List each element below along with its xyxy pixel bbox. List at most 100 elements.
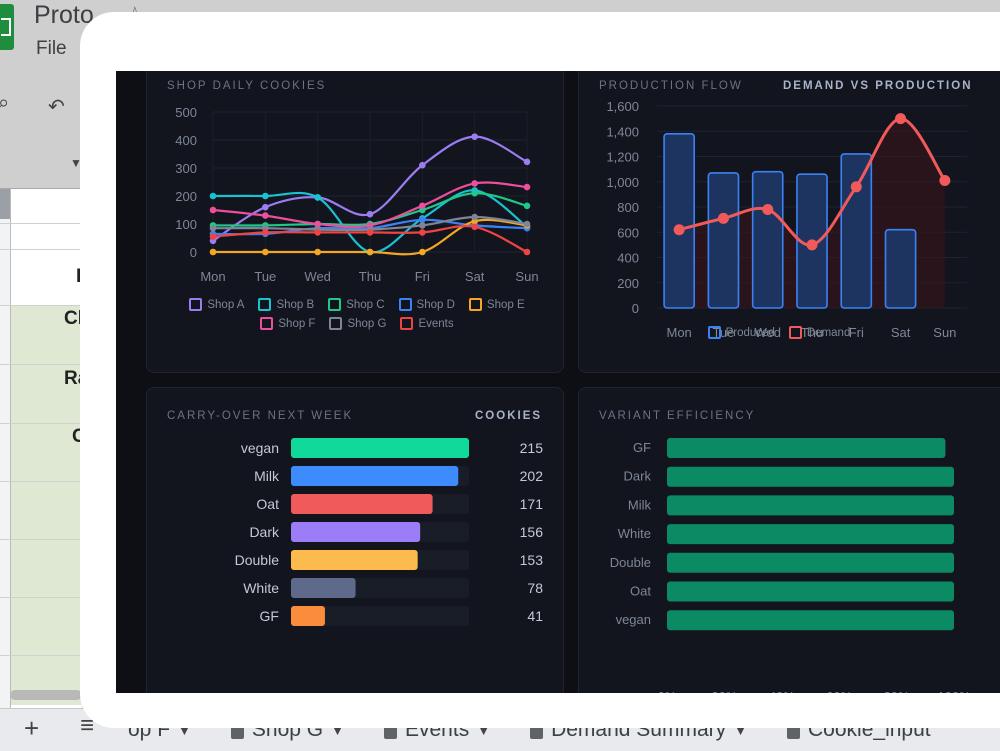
y-tick-label: 1,200: [606, 150, 639, 165]
data-point: [471, 180, 478, 187]
sheet-grid[interactable]: [0, 188, 82, 709]
menu-file[interactable]: File: [36, 38, 67, 59]
legend-item[interactable]: Demand: [788, 326, 850, 339]
category-label: vegan: [241, 440, 279, 456]
y-tick-label: 0: [190, 245, 197, 260]
legend-label: Shop F: [278, 317, 316, 330]
add-sheet-icon[interactable]: +: [24, 713, 40, 743]
x-tick-label: Fri: [415, 269, 430, 284]
grid-line: [0, 305, 82, 306]
value-label: 215: [520, 440, 544, 456]
produced-bar: [707, 172, 740, 309]
data-point: [209, 233, 217, 240]
chevron-down-icon[interactable]: ▼: [70, 156, 82, 170]
panel-variant-efficiency: VARIANT EFFICIENCY 0% 20% 40% 60% 80% 100% GF D…: [578, 387, 1000, 693]
legend-item[interactable]: Events: [400, 317, 454, 330]
carry-over-chart: vegan 215 Milk 202 Oat 171 Dark 156 Double 153 Whi…: [235, 438, 544, 626]
data-point: [850, 181, 862, 193]
carry-over-bar: [291, 494, 433, 514]
legend-item[interactable]: Produced: [707, 326, 775, 339]
legend-item[interactable]: Shop F: [260, 317, 315, 330]
data-point: [366, 248, 374, 256]
category-label: GF: [633, 440, 651, 455]
legend-label: Shop B: [276, 298, 315, 311]
legend-item[interactable]: Shop B: [258, 298, 314, 311]
data-point: [262, 212, 269, 219]
legend-label: Produced: [725, 326, 775, 339]
data-point: [209, 192, 217, 200]
produced-bar: [751, 170, 784, 309]
dashboard: SHOP DAILY COOKIES 0 100 200 300 400 500 Mon Tu…: [116, 71, 1000, 693]
data-point: [471, 213, 478, 221]
efficiency-bar: [667, 552, 954, 573]
x-tick-label: Mon: [666, 325, 691, 340]
category-label: Double: [610, 555, 651, 570]
legend-item[interactable]: Shop C: [328, 298, 385, 311]
highlighted-range: [11, 305, 82, 705]
legend-label: Events: [418, 317, 454, 330]
data-point: [762, 204, 774, 216]
data-point: [523, 248, 531, 256]
data-point: [209, 224, 217, 232]
data-point: [314, 194, 321, 201]
category-label: White: [618, 526, 651, 541]
legend-label: Shop A: [207, 298, 245, 311]
x-tick-label: 60%: [826, 689, 852, 693]
grid-line: [0, 423, 82, 424]
data-point: [262, 229, 269, 236]
sheet-cell[interactable]: Cl: [64, 308, 83, 329]
grid-line: [0, 364, 82, 365]
data-point: [419, 229, 426, 236]
legend-swatch: [260, 317, 274, 330]
sheets-logo-icon[interactable]: [0, 4, 14, 50]
legend-item[interactable]: Shop G: [329, 317, 386, 330]
value-label: 41: [527, 608, 543, 624]
category-label: GF: [260, 608, 279, 624]
efficiency-bar: [667, 610, 954, 631]
legend-item[interactable]: Shop A: [189, 298, 244, 311]
search-icon[interactable]: ⌕: [0, 92, 10, 114]
sheet-cell[interactable]: I: [76, 266, 82, 287]
category-label: Double: [235, 552, 280, 568]
x-tick-label: Wed: [754, 325, 781, 340]
x-tick-label: Mon: [200, 269, 225, 284]
data-point: [366, 210, 374, 218]
horizontal-scrollbar[interactable]: [10, 690, 82, 700]
x-tick-label: 100%: [937, 689, 971, 693]
data-point: [209, 248, 217, 256]
data-point: [939, 174, 951, 186]
panel-subtitle: DEMAND VS PRODUCTION: [783, 80, 973, 92]
produced-bar: [840, 153, 873, 309]
grid-line: [0, 223, 82, 224]
category-label: Oat: [256, 496, 279, 512]
undo-icon[interactable]: ↶: [48, 96, 65, 118]
y-tick-label: 400: [617, 251, 639, 266]
carry-over-bar: [291, 550, 418, 570]
data-point: [366, 229, 374, 236]
data-point: [314, 220, 321, 228]
panel-title: CARRY-OVER NEXT WEEK: [167, 410, 354, 422]
data-point: [419, 202, 426, 210]
category-label: Milk: [254, 468, 280, 484]
shop-daily-cookies-chart: 0 100 200 300 400 500 Mon Tue Wed Thu Fri Sat Sun: [175, 105, 538, 284]
data-point: [523, 220, 531, 228]
production-flow-chart: 0 200 400 600 800 1,000 1,200 1,400 1,600 Mon Tue W…: [606, 99, 967, 340]
y-tick-label: 1,600: [606, 99, 639, 114]
legend-item[interactable]: Shop D: [398, 298, 455, 311]
y-tick-label: 1,000: [606, 175, 639, 190]
carry-over-bar: [291, 606, 325, 626]
document-title[interactable]: Proto: [34, 1, 94, 29]
x-tick-label: Sun: [933, 325, 956, 340]
x-tick-label: Fri: [849, 325, 864, 340]
data-point: [419, 161, 426, 169]
data-point: [209, 206, 217, 214]
legend-item[interactable]: Shop E: [468, 298, 525, 311]
y-tick-label: 500: [175, 105, 197, 120]
x-tick-label: Thu: [359, 269, 381, 284]
panel-subtitle: COOKIES: [475, 410, 543, 422]
data-point: [471, 133, 478, 140]
produced-bar: [884, 228, 917, 309]
produced-bar: [663, 132, 696, 309]
carry-over-bar: [291, 438, 469, 458]
grid-line: [0, 249, 82, 250]
